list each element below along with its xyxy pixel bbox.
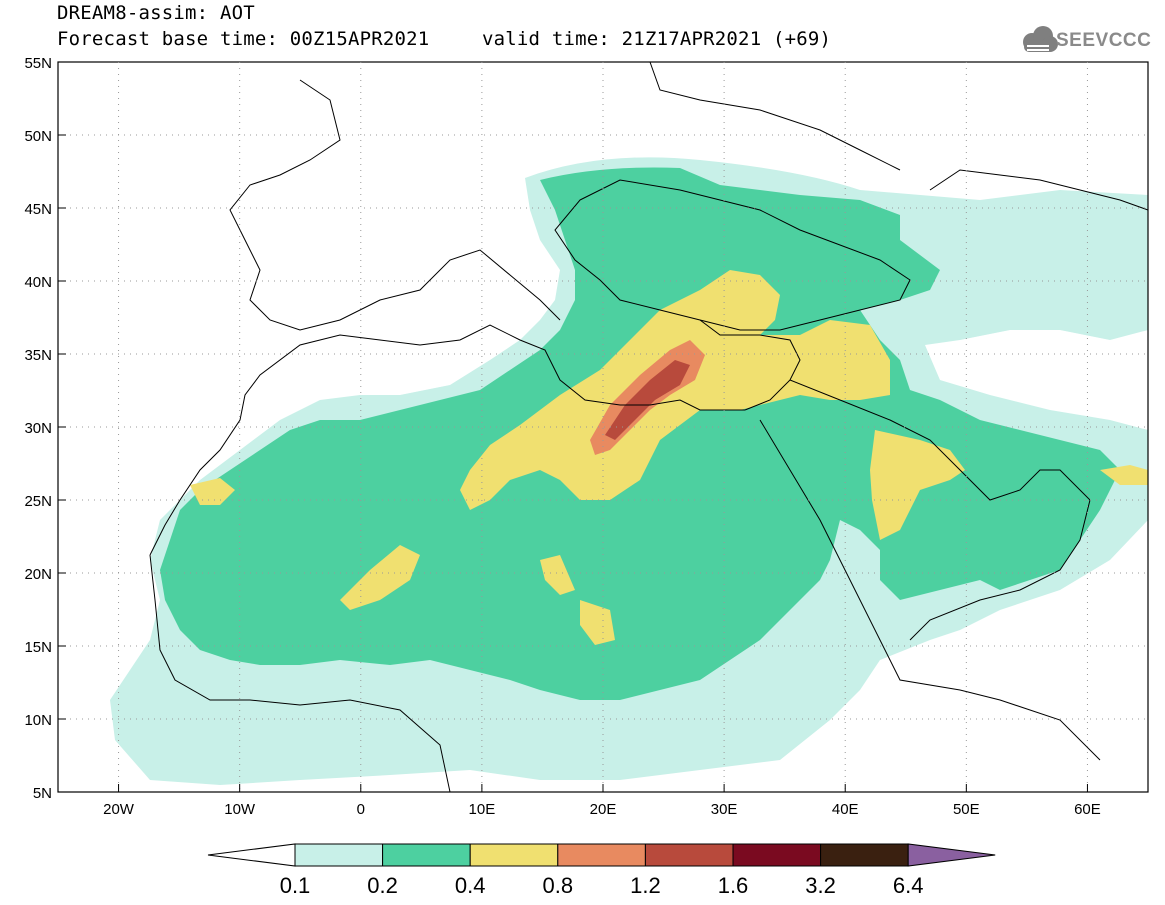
colorbar-box	[294, 843, 384, 867]
coastlines	[149, 62, 1148, 792]
colorbar-box	[644, 843, 734, 867]
colorbar-box	[469, 843, 559, 867]
colorbar-label: 0.2	[367, 873, 398, 898]
colorbar-box	[820, 843, 909, 867]
colorbar-box	[382, 843, 471, 867]
colorbar: 0.1 0.2 0.4 0.8 1.2 1.6 3.2 6.4	[207, 843, 996, 898]
colorbar-label: 3.2	[805, 873, 836, 898]
aot-field	[110, 157, 1148, 786]
colorbar-box	[732, 843, 822, 867]
colorbar-label: 6.4	[893, 873, 924, 898]
lat-label: 15N	[24, 639, 52, 656]
lon-label: 60E	[1074, 801, 1101, 818]
title-line-1: DREAM8-assim: AOT	[57, 2, 255, 24]
colorbar-label: 1.6	[718, 873, 749, 898]
lon-label: 50E	[953, 801, 980, 818]
latitude-labels: 55N 50N 45N 40N 35N 30N 25N 20N 15N 10N 5N	[24, 55, 66, 802]
colorbar-label: 0.1	[280, 873, 311, 898]
longitude-labels: 20W 10W 0 10E 20E 30E 40E 50E 60E	[103, 784, 1101, 818]
aot-band-0.4	[340, 545, 420, 610]
lat-label: 5N	[33, 785, 52, 802]
lon-label: 20W	[103, 801, 135, 818]
lat-label: 45N	[24, 201, 52, 218]
lat-label: 25N	[24, 493, 52, 510]
colorbar-label: 0.8	[543, 873, 574, 898]
lat-label: 55N	[24, 55, 52, 72]
lat-label: 30N	[24, 420, 52, 437]
lat-label: 20N	[24, 566, 52, 583]
logo-text: SEEVCCC	[1056, 30, 1152, 51]
colorbar-label: 1.2	[630, 873, 661, 898]
aot-band-1.2	[605, 360, 690, 440]
cloud-logo-icon	[1023, 26, 1058, 52]
colorbar-high-arrow	[907, 843, 996, 867]
lon-label: 0	[357, 801, 365, 818]
lon-label: 30E	[711, 801, 738, 818]
aot-band-0.4	[1100, 465, 1148, 485]
forecast-base-time: Forecast base time: 00Z15APR2021	[57, 28, 430, 50]
aot-band-0.4	[580, 600, 615, 645]
aot-band-0.4	[870, 430, 965, 540]
valid-time: valid time: 21Z17APR2021 (+69)	[482, 28, 832, 50]
lon-label: 10W	[224, 801, 256, 818]
aot-band-0.4	[190, 478, 235, 505]
lat-label: 50N	[24, 128, 52, 145]
lon-label: 20E	[590, 801, 617, 818]
colorbar-box	[557, 843, 646, 867]
colorbar-low-arrow	[207, 843, 296, 867]
lat-label: 40N	[24, 274, 52, 291]
lat-label: 35N	[24, 347, 52, 364]
colorbar-label: 0.4	[455, 873, 486, 898]
lat-label: 10N	[24, 712, 52, 729]
aot-band-0.4	[540, 555, 575, 595]
lon-label: 40E	[832, 801, 859, 818]
lon-label: 10E	[469, 801, 496, 818]
